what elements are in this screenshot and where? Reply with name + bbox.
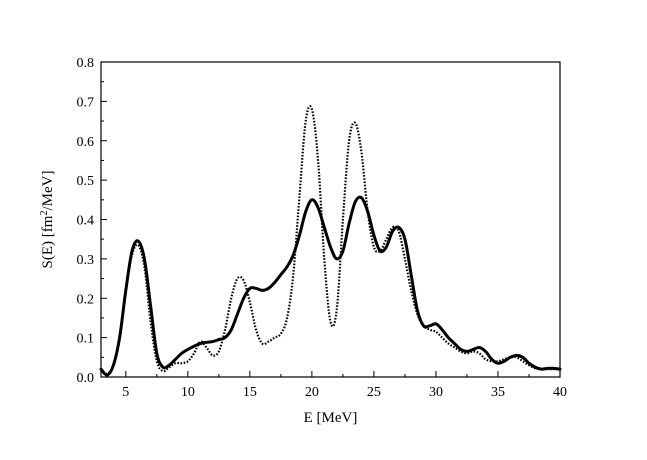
series-line-dotted xyxy=(100,105,560,375)
x-tick-label: 40 xyxy=(553,385,567,400)
y-axis-title: S(E) [fm2/MeV] xyxy=(39,171,57,269)
y-tick-label: 0.7 xyxy=(77,95,95,110)
series-line-solid xyxy=(99,195,562,377)
y-tick-label: 0.8 xyxy=(77,56,95,71)
y-axis-title-superscript: 2 xyxy=(39,211,50,216)
x-tick-label: 25 xyxy=(367,385,381,400)
y-tick-label: 0.3 xyxy=(77,253,95,268)
x-tick-label: 20 xyxy=(305,385,319,400)
x-tick-label: 35 xyxy=(491,385,505,400)
x-axis-title: E [MeV] xyxy=(304,410,358,426)
y-tick-label: 0.1 xyxy=(77,332,95,347)
y-axis-title-unit: /MeV] xyxy=(40,171,56,211)
y-tick-label: 0.5 xyxy=(77,174,95,189)
ticks-layer: 5 10 15 20 25 30 35 40 0.0 0.1 0.2 0.3 0.4 0.5 0.6 0.7 0… xyxy=(77,56,568,400)
y-tick-label: 0.4 xyxy=(77,214,95,229)
series-layer xyxy=(99,105,562,377)
x-tick-label: 15 xyxy=(243,385,257,400)
plot-frame xyxy=(100,61,561,378)
x-tick-label: 5 xyxy=(122,385,129,400)
y-axis-title-main: S(E) [fm xyxy=(40,215,56,268)
y-tick-label: 0.0 xyxy=(77,371,95,386)
y-tick-label: 0.6 xyxy=(77,135,95,150)
x-tick-label: 30 xyxy=(429,385,443,400)
x-tick-label: 10 xyxy=(181,385,195,400)
y-tick-label: 0.2 xyxy=(77,292,95,307)
